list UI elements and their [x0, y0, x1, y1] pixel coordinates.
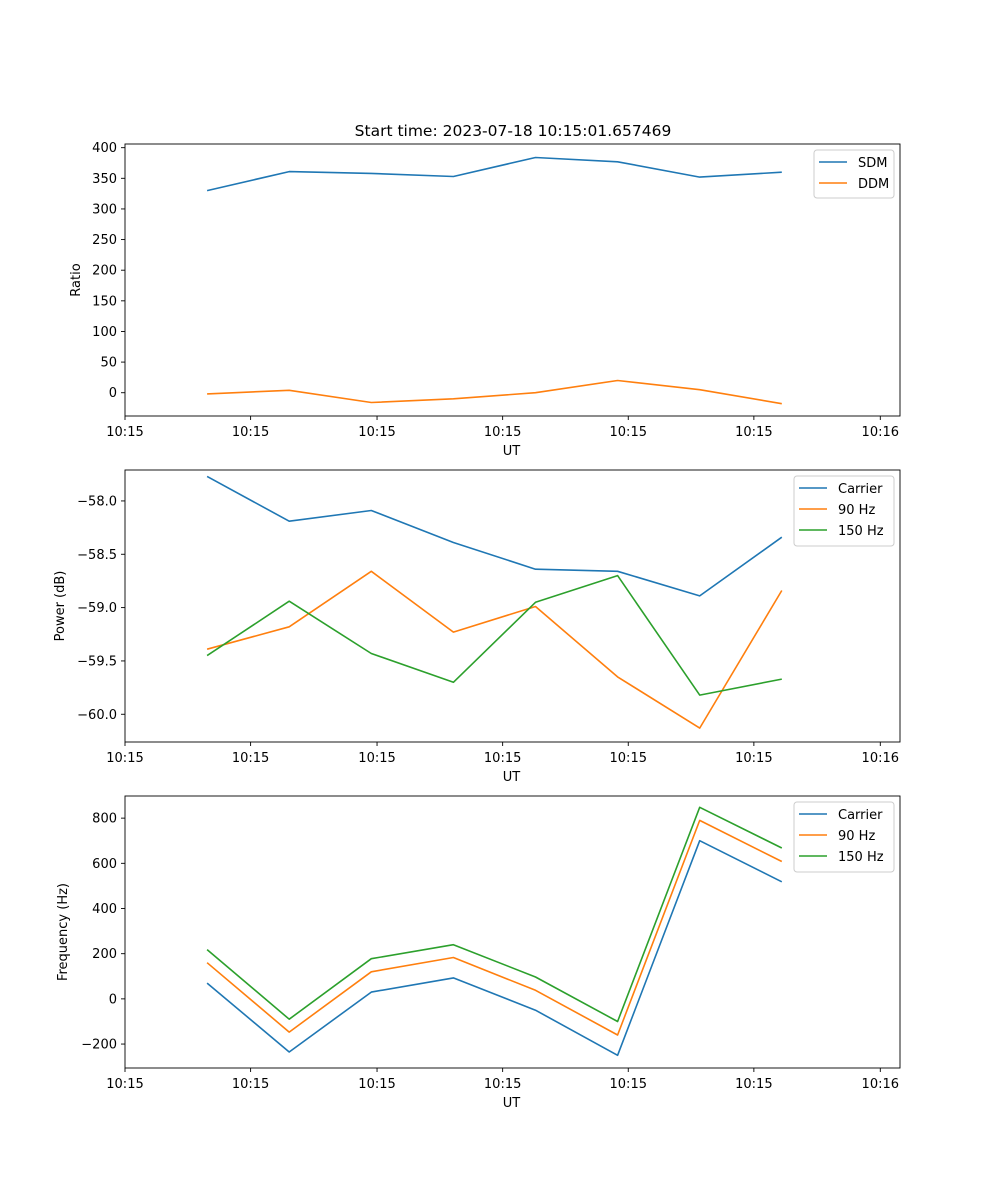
- y-tick-label: 600: [92, 857, 117, 872]
- series-line-90-hz: [206, 819, 783, 1036]
- y-tick-label: −58.5: [77, 548, 117, 563]
- x-tick-label: 10:15: [484, 751, 521, 766]
- y-tick-label: 350: [92, 172, 117, 187]
- x-tick-label: 10:15: [735, 425, 772, 440]
- x-tick-label: 10:15: [358, 751, 395, 766]
- legend-label: 90 Hz: [838, 829, 875, 844]
- y-tick-label: −59.5: [77, 654, 117, 669]
- x-tick-label: 10:15: [232, 425, 269, 440]
- figure-title: Start time: 2023-07-18 10:15:01.657469: [355, 122, 672, 140]
- legend-label: Carrier: [838, 808, 883, 823]
- axes-frame: [124, 143, 901, 417]
- legend-label: Carrier: [838, 482, 883, 497]
- y-tick-label: 0: [109, 992, 117, 1007]
- legend: Carrier 90 Hz 150 Hz: [793, 801, 895, 873]
- legend: SDM DDM: [813, 149, 895, 199]
- ratio-subplot: 10:15 10:15 10:15 10:15 10:15 10:15 10:16 0 50 10…: [69, 141, 901, 459]
- y-tick-label: 200: [92, 947, 117, 962]
- series-line-150-hz: [206, 806, 783, 1023]
- x-tick-label: 10:15: [232, 1077, 269, 1092]
- x-axis-label: UT: [503, 1096, 521, 1111]
- legend: Carrier 90 Hz 150 Hz: [793, 475, 895, 547]
- x-tick-label: 10:15: [106, 1077, 143, 1092]
- series-line-sdm: [206, 156, 782, 192]
- series-line-150-hz: [206, 574, 782, 696]
- legend-label: SDM: [858, 156, 887, 171]
- x-tick-label: 10:16: [862, 425, 899, 440]
- y-tick-label: −200: [81, 1038, 117, 1053]
- x-tick-label: 10:15: [610, 1077, 647, 1092]
- legend-box: [793, 475, 895, 547]
- x-tick-label: 10:15: [610, 751, 647, 766]
- y-axis-label: Frequency (Hz): [56, 883, 71, 981]
- legend-label: 150 Hz: [838, 524, 884, 539]
- y-tick-label: 50: [100, 356, 117, 371]
- y-tick-label: 0: [109, 386, 117, 401]
- power-subplot: 10:15 10:15 10:15 10:15 10:15 10:15 10:16 −60.0…: [53, 469, 901, 785]
- x-tick-label: 10:15: [358, 425, 395, 440]
- axes-frame: [124, 469, 901, 743]
- y-tick-label: 250: [92, 233, 117, 248]
- series-line-carrier: [206, 839, 783, 1057]
- x-tick-label: 10:15: [106, 425, 143, 440]
- y-tick-label: 300: [92, 202, 117, 217]
- legend-label: DDM: [858, 177, 889, 192]
- y-tick-label: 400: [92, 141, 117, 156]
- y-tick-label: 800: [92, 812, 117, 827]
- axes-frame: [124, 795, 901, 1069]
- x-tick-label: 10:15: [735, 1077, 772, 1092]
- legend-box: [793, 801, 895, 873]
- series-line-carrier: [206, 475, 783, 597]
- y-tick-label: 400: [92, 902, 117, 917]
- legend-label: 90 Hz: [838, 503, 875, 518]
- y-tick-label: 200: [92, 264, 117, 279]
- x-tick-label: 10:15: [358, 1077, 395, 1092]
- x-tick-label: 10:15: [484, 1077, 521, 1092]
- y-axis-label: Power (dB): [53, 571, 68, 642]
- y-tick-label: −60.0: [77, 708, 117, 723]
- y-axis-label: Ratio: [69, 263, 84, 296]
- x-tick-label: 10:15: [735, 751, 772, 766]
- x-tick-label: 10:15: [484, 425, 521, 440]
- x-tick-label: 10:16: [862, 1077, 899, 1092]
- y-tick-label: −59.0: [77, 601, 117, 616]
- x-axis-label: UT: [503, 444, 521, 459]
- series-line-90-hz: [206, 570, 783, 729]
- x-tick-label: 10:15: [232, 751, 269, 766]
- x-tick-label: 10:16: [862, 751, 899, 766]
- y-tick-label: 100: [92, 325, 117, 340]
- y-tick-label: 150: [92, 294, 117, 309]
- legend-label: 150 Hz: [838, 850, 884, 865]
- x-tick-label: 10:15: [106, 751, 143, 766]
- series-line-ddm: [207, 379, 782, 405]
- y-tick-label: −58.0: [77, 494, 117, 509]
- x-tick-label: 10:15: [610, 425, 647, 440]
- frequency-subplot: 10:15 10:15 10:15 10:15 10:15 10:15 10:16 −200 0…: [56, 795, 901, 1111]
- x-axis-label: UT: [503, 770, 521, 785]
